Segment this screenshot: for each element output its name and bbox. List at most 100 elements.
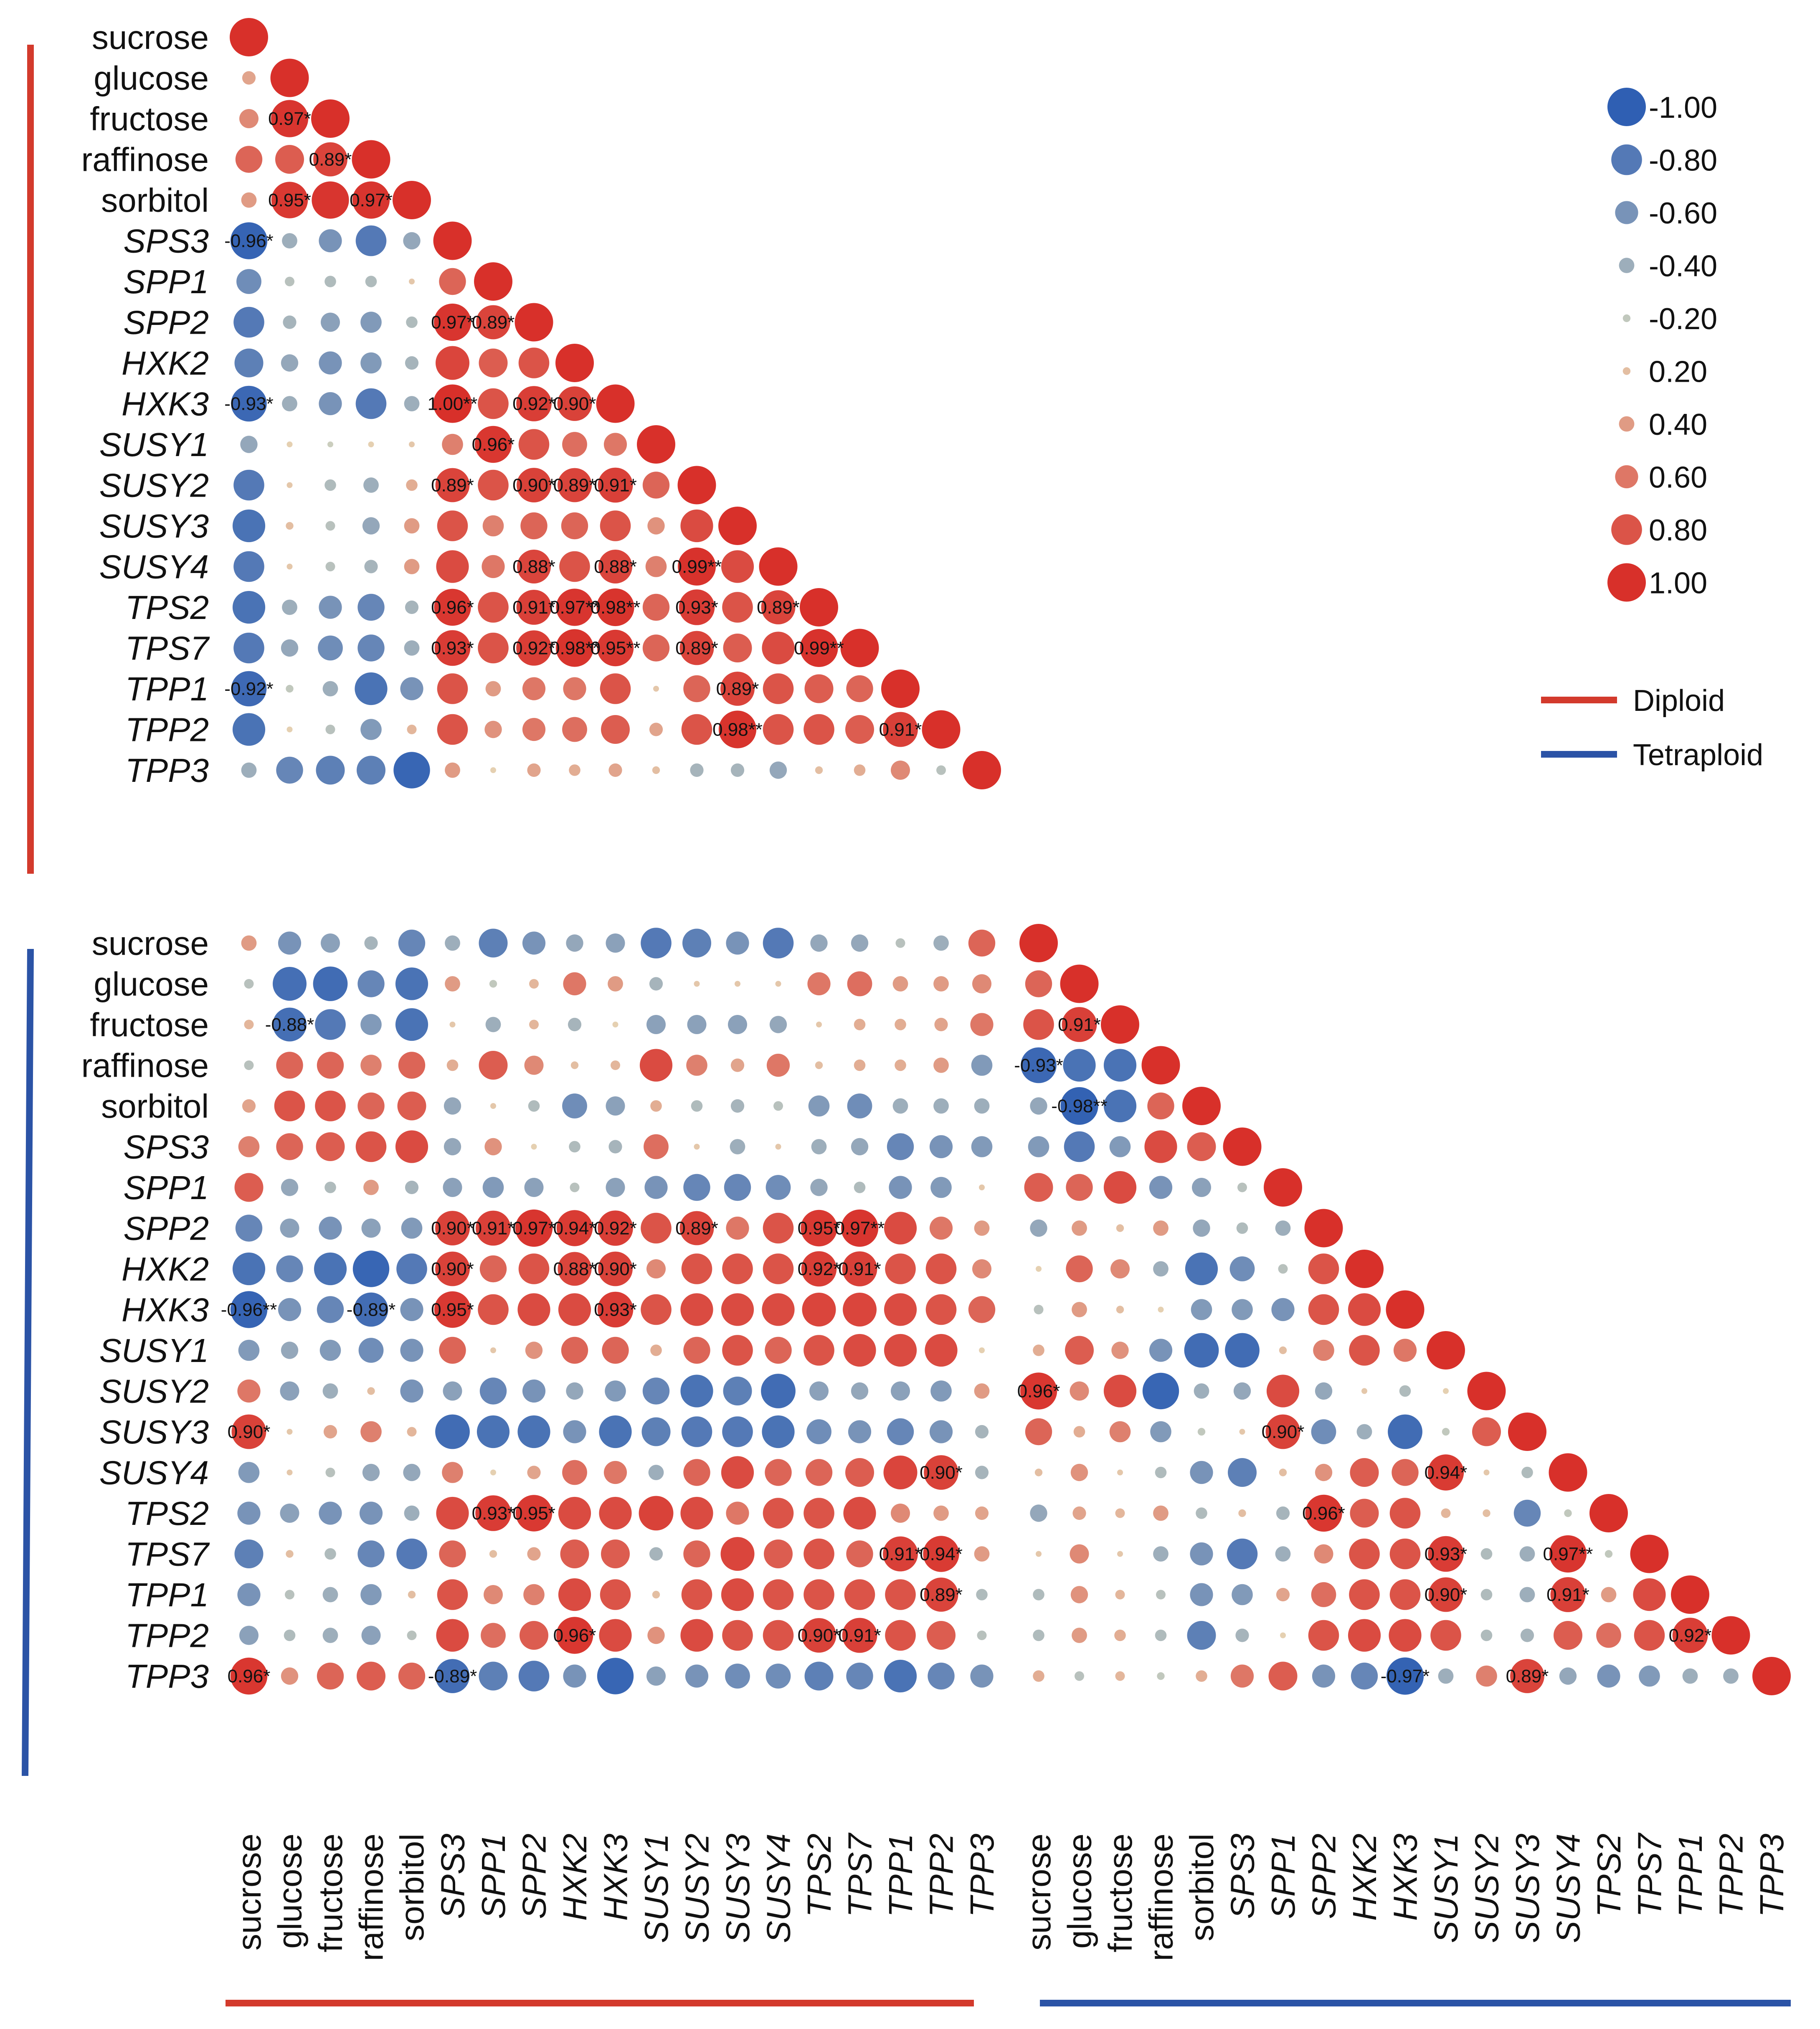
cross-cell-susy4-tps7: [845, 1458, 874, 1487]
diploid-cell-susy3-sps3: [437, 510, 468, 541]
cross-cell-tps7-susy1: [649, 1547, 663, 1561]
cross-cell-tpp2-fructose: [322, 1628, 338, 1643]
top-row-label-tpp1: TPP1: [125, 670, 209, 708]
legend-swatch-8: [1611, 514, 1642, 545]
tetraploid-cell-hxk2-fructose: [1110, 1259, 1130, 1278]
diploid-cell-tpp1-sucrose: [231, 671, 267, 707]
diploid-label-tps2-susy4: 0.89*: [757, 597, 800, 618]
tetraploid-label-tpp3-hxk3: -0.97*: [1381, 1666, 1430, 1687]
tetraploid-cell-spp2-raffinose: [1153, 1220, 1169, 1236]
diploid-cell-susy2-susy1: [642, 472, 670, 499]
cross-cell-susy3-susy3: [722, 1416, 753, 1447]
cross-cell-spp1-spp1: [482, 1177, 504, 1198]
tetraploid-cell-susy1-hxk3: [1393, 1339, 1417, 1362]
diploid-cell-sorbitol-fructose: [312, 181, 349, 219]
cross-cell-hxk2-fructose: [314, 1252, 347, 1286]
cross-cell-fructose-sorbitol: [395, 1008, 428, 1041]
cross-cell-susy2-sucrose: [237, 1379, 261, 1403]
tetraploid-cell-tps2-susy2: [1483, 1509, 1490, 1517]
tetraploid-cell-tpp3-hxk3: [1386, 1657, 1424, 1695]
diploid-label-susy4-spp2: 0.88*: [512, 557, 555, 577]
diploid-cell-tpp1-hxk3: [600, 673, 631, 704]
diploid-cell-susy3-sorbitol: [404, 518, 420, 534]
cross-cell-hxk2-sucrose: [232, 1252, 266, 1286]
cross-cell-spp2-hxk2: [556, 1210, 593, 1246]
cross-cell-tps7-tpp1: [883, 1536, 918, 1572]
diploid-label-spp2-sps3: 0.97*: [431, 312, 474, 333]
cross-label-tps2-spp1: 0.93*: [472, 1503, 515, 1524]
tetraploid-cell-tpp2-sps3: [1235, 1628, 1249, 1642]
cross-cell-glucose-susy3: [735, 981, 740, 987]
diploid-cell-spp2-fructose: [321, 312, 340, 332]
group-bars: [22, 45, 1791, 2006]
cross-cell-glucose-tpp1: [892, 976, 908, 992]
diploid-cell-tps2-sorbitol: [405, 600, 419, 614]
cross-cell-hxk3-tps7: [843, 1293, 877, 1326]
cross-cell-tpp2-tps7: [842, 1618, 877, 1653]
column-labels: sucrose glucose fructose raffinose sorbitol S…: [231, 1832, 1790, 1961]
cross-cell-fructose-hxk3: [612, 1022, 618, 1027]
diploid-cell-tps2-raffinose: [357, 593, 385, 621]
top-row-label-susy1: SUSY1: [99, 426, 209, 463]
cross-cell-tps2-glucose: [280, 1504, 299, 1523]
top-row-label-sps3: SPS3: [123, 223, 209, 260]
cross-cell-tpp1-spp2: [523, 1584, 545, 1605]
cross-cell-hxk2-raffinose: [352, 1250, 390, 1287]
cross-cell-hxk3-susy1: [641, 1294, 672, 1325]
cross-label-hxk2-tps7: 0.91*: [838, 1259, 881, 1279]
bottom-row-label-susy1: SUSY1: [99, 1332, 209, 1369]
cross-cell-hxk3-fructose: [317, 1296, 344, 1323]
diploid-cell-tps2-tps2: [800, 588, 838, 626]
tetraploid-label-tpp3-susy3: 0.89*: [1506, 1666, 1549, 1687]
cross-cell-tpp1-tps2: [804, 1579, 834, 1610]
tetraploid-cell-susy2-sorbitol: [1194, 1383, 1209, 1399]
cross-cell-sucrose-tps7: [851, 934, 869, 952]
cross-cell-tpp3-raffinose: [357, 1661, 385, 1691]
legend-swatch-5: [1622, 367, 1631, 375]
cross-cell-susy3-tpp3: [975, 1425, 989, 1439]
diploid-cell-susy4-fructose: [325, 562, 335, 571]
tetraploid-cell-tps7-hxk3: [1389, 1538, 1421, 1570]
cross-cell-susy2-fructose: [322, 1383, 338, 1399]
diploid-cell-tpp2-sucrose: [232, 713, 266, 746]
legend-swatch-9: [1607, 563, 1646, 602]
diploid-cell-susy2-fructose: [324, 479, 336, 491]
diploid-cell-susy3-spp2: [520, 512, 548, 540]
diploid-cell-spp1-raffinose: [365, 276, 377, 287]
cross-cell-tpp3-sucrose: [230, 1657, 268, 1695]
left-col-label-tpp3: TPP3: [963, 1834, 1001, 1917]
tetraploid-cell-tpp1-susy4: [1550, 1577, 1586, 1612]
diploid-cell-tpp2-spp1: [484, 720, 502, 738]
tetraploid-cell-susy2-hxk3: [1399, 1385, 1411, 1397]
diploid-cell-susy1-sps3: [442, 434, 463, 455]
right-col-label-spp2: SPP2: [1305, 1834, 1343, 1919]
diploid-cell-tpp2-susy4: [763, 714, 794, 745]
tetraploid-cell-tpp2-spp2: [1308, 1620, 1339, 1651]
cross-cell-tpp3-tpp1: [884, 1659, 917, 1693]
cross-cell-susy3-sucrose: [231, 1414, 266, 1449]
tetraploid-cell-susy1-hxk2: [1349, 1335, 1380, 1366]
cross-cell-spp2-susy1: [641, 1212, 672, 1244]
diploid-label-spp2-spp1: 0.89*: [472, 312, 515, 333]
top-row-label-susy3: SUSY3: [99, 507, 209, 545]
tetraploid-cell-susy3-spp2: [1311, 1419, 1336, 1444]
cross-cell-glucose-tps2: [807, 972, 831, 996]
bottom-row-label-susy4: SUSY4: [99, 1454, 209, 1491]
cross-cell-tpp1-hxk3: [600, 1579, 631, 1610]
diploid-cell-tpp2-susy2: [681, 714, 712, 745]
right-col-label-fructose: fructose: [1102, 1834, 1139, 1953]
cross-cell-tpp2-spp1: [481, 1623, 506, 1648]
tetraploid-cell-hxk3-glucose: [1072, 1302, 1087, 1317]
left-col-label-hxk2: HXK2: [556, 1834, 593, 1921]
cross-cell-tpp2-sorbitol: [407, 1631, 417, 1640]
diploid-cell-hxk3-sucrose: [231, 386, 267, 422]
cross-cell-susy2-tpp3: [974, 1383, 990, 1399]
cross-cell-glucose-susy4: [775, 981, 781, 987]
cross-cell-hxk3-sps3: [434, 1291, 471, 1328]
diploid-cell-tpp1-spp1: [485, 681, 501, 697]
tetraploid-cell-susy1-susy1: [1427, 1331, 1465, 1370]
cross-cell-tps7-susy3: [720, 1537, 755, 1571]
group-legend-label-diploid: Diploid: [1633, 684, 1725, 718]
cross-cell-tps2-tps2: [804, 1498, 834, 1529]
cross-cell-glucose-susy2: [694, 981, 700, 987]
